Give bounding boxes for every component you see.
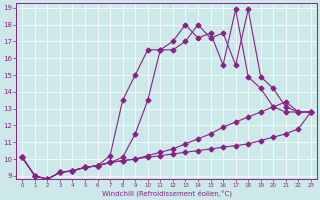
X-axis label: Windchill (Refroidissement éolien,°C): Windchill (Refroidissement éolien,°C) [101,190,232,197]
